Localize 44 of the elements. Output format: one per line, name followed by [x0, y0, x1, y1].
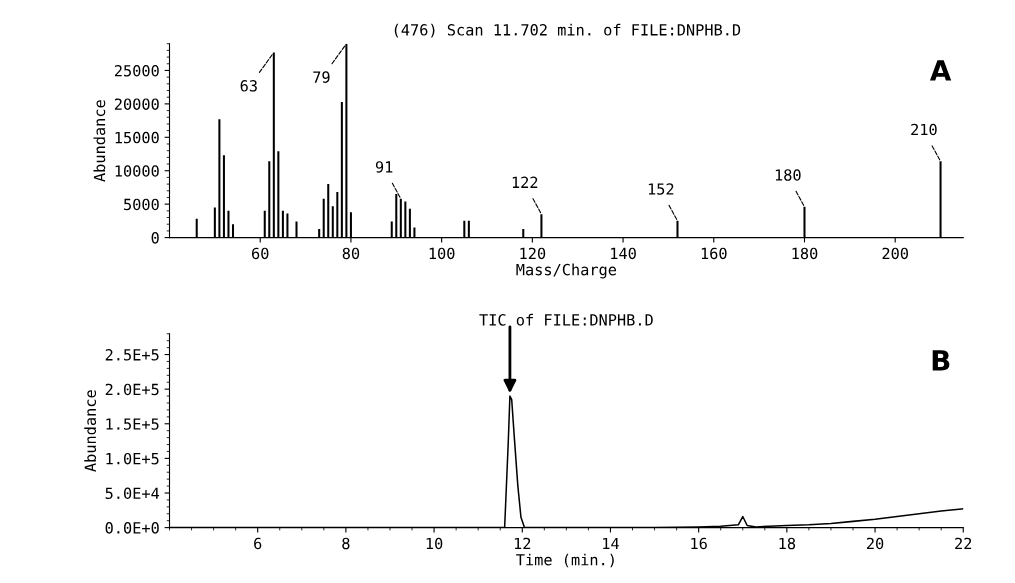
y-axis-title: Abundance: [84, 390, 97, 472]
x-axis-title: Mass/Charge: [516, 263, 617, 279]
x-tick-label: 14: [603, 537, 619, 550]
x-tick-label: 10: [426, 537, 443, 550]
y-tick-label: 10000: [115, 165, 159, 177]
chart-title: TIC of FILE:DNPHB.D: [479, 313, 653, 326]
annotation: 152: [648, 183, 674, 195]
y-axis-title: Abundance: [93, 100, 106, 182]
chart-title: (476) Scan 11.702 min. of FILE:DNPHB.D: [394, 23, 741, 38]
y-tick-label: 1.5E+5: [106, 418, 159, 430]
annotation: 91: [375, 161, 393, 173]
y-tick-label: 5000: [124, 198, 159, 211]
annotation: B: [932, 350, 950, 371]
annotation: 210: [911, 123, 937, 136]
x-tick-label: 140: [611, 247, 636, 260]
y-tick-label: 0: [151, 232, 159, 244]
x-axis-title: Time (min.): [516, 553, 614, 568]
x-tick-label: 100: [429, 247, 455, 260]
y-tick-label: 15000: [115, 131, 159, 144]
x-tick-label: 8: [342, 537, 350, 550]
annotation: 180: [775, 169, 801, 181]
y-tick-label: 2.5E+5: [105, 349, 159, 361]
x-tick-label: 6: [254, 537, 262, 550]
annotation: A: [929, 60, 952, 81]
y-tick-label: 5.0E+4: [105, 487, 160, 500]
x-tick-label: 180: [792, 247, 818, 260]
y-tick-label: 1.0E+5: [106, 452, 159, 465]
y-tick-label: 2.0E+5: [105, 383, 159, 396]
x-tick-label: 60: [252, 247, 269, 260]
y-tick-label: 25000: [114, 64, 159, 77]
x-tick-label: 12: [514, 537, 531, 550]
annotation: 63: [240, 80, 257, 92]
y-tick-label: 0.0E+0: [105, 522, 159, 534]
y-tick-label: 20000: [114, 98, 159, 110]
x-tick-label: 200: [882, 247, 909, 260]
annotation: 79: [313, 71, 330, 83]
x-tick-label: 16: [691, 537, 707, 550]
x-tick-label: 160: [701, 247, 727, 260]
annotation: 122: [512, 176, 538, 188]
x-tick-label: 20: [866, 537, 884, 550]
x-tick-label: 80: [342, 247, 360, 260]
x-tick-label: 18: [779, 537, 796, 550]
x-tick-label: 120: [520, 247, 546, 260]
x-tick-label: 22: [955, 537, 972, 550]
